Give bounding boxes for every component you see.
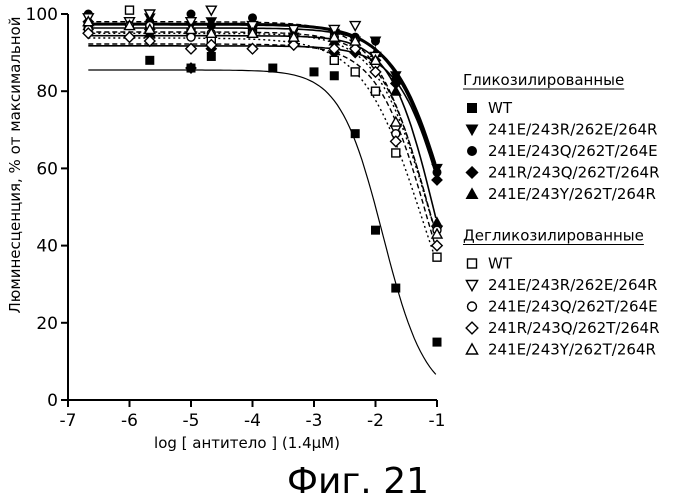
data-point	[391, 136, 401, 146]
legend-heading: Дегликозилированные	[463, 227, 644, 245]
x-tick-label: -7	[60, 411, 77, 431]
legend-marker	[468, 259, 477, 268]
fit-curve	[88, 44, 436, 248]
data-point	[432, 175, 442, 185]
legend-marker	[466, 281, 477, 291]
legend-label: 241R/243Q/262T/264R	[488, 164, 660, 182]
data-point	[433, 253, 441, 261]
data-point	[392, 149, 400, 157]
figure-caption: Фиг. 21	[287, 461, 429, 500]
data-point	[372, 37, 380, 45]
data-points	[83, 6, 442, 346]
fit-curve	[88, 33, 436, 233]
data-point	[350, 22, 360, 31]
data-point	[249, 14, 257, 22]
legend: Гликозилированные WT 241E/243R/262E/264R 24…	[463, 71, 660, 359]
legend-label: 241R/243Q/262T/264R	[488, 319, 660, 337]
x-tick-label: -5	[183, 411, 200, 431]
legend-label: 241E/243R/262E/264R	[488, 276, 657, 294]
legend-heading: Гликозилированные	[463, 71, 624, 89]
fit-curve	[88, 22, 436, 233]
y-tick-label: 100	[26, 5, 58, 25]
data-point	[392, 284, 400, 292]
data-point	[351, 130, 359, 138]
data-point	[146, 56, 154, 64]
x-tick-label: -6	[121, 411, 138, 431]
x-tick-label: -1	[429, 411, 446, 431]
y-tick-label: 60	[36, 159, 58, 179]
fit-curve	[88, 70, 436, 374]
fit-curve	[88, 32, 436, 234]
data-point	[187, 10, 195, 18]
data-point	[433, 338, 441, 346]
data-point	[330, 56, 338, 64]
y-tick-label: 0	[47, 391, 58, 411]
data-point	[126, 6, 134, 14]
data-point	[351, 68, 359, 76]
legend-marker	[466, 322, 478, 334]
data-point	[187, 33, 195, 41]
y-tick-label: 40	[36, 237, 58, 257]
data-point	[391, 86, 401, 95]
legend-label: 241E/243Q/262T/264E	[488, 142, 658, 160]
x-tick-label: -2	[367, 411, 384, 431]
data-point	[432, 240, 442, 250]
legend-marker	[468, 104, 477, 113]
data-point	[372, 87, 380, 95]
legend-marker	[466, 125, 477, 135]
data-point	[124, 32, 134, 42]
legend-label: WT	[488, 99, 513, 117]
data-point	[269, 64, 277, 72]
y-tick-label: 20	[36, 314, 58, 334]
fit-curve	[88, 36, 436, 218]
y-tick-label: 80	[36, 82, 58, 102]
x-axis-title: log [ антитело ] (1.4μM)	[154, 434, 340, 452]
x-tick-label: -3	[306, 411, 323, 431]
data-point	[310, 68, 318, 76]
data-point	[206, 6, 216, 15]
legend-marker	[468, 302, 477, 311]
legend-label: 241E/243R/262E/264R	[488, 121, 657, 139]
legend-label: 241E/243Y/262T/264R	[488, 341, 656, 359]
y-axis-title: Люминесценция, % от максимальной	[6, 17, 24, 314]
legend-label: 241E/243Q/262T/264E	[488, 298, 658, 316]
legend-marker	[466, 167, 478, 179]
data-point	[432, 217, 442, 226]
legend-marker	[466, 188, 477, 198]
legend-marker	[468, 147, 477, 156]
legend-label: WT	[488, 255, 513, 273]
data-point	[391, 117, 401, 126]
legend-label: 241E/243Y/262T/264R	[488, 185, 656, 203]
x-tick-label: -4	[244, 411, 261, 431]
axes: 0 20 40 60 80 100 -7 -6 -5 -4 -3 -2 -1	[26, 5, 446, 431]
legend-marker	[466, 344, 477, 354]
data-point	[330, 72, 338, 80]
fit-curve	[88, 46, 436, 175]
fit-curves	[88, 22, 436, 375]
data-point	[372, 226, 380, 234]
